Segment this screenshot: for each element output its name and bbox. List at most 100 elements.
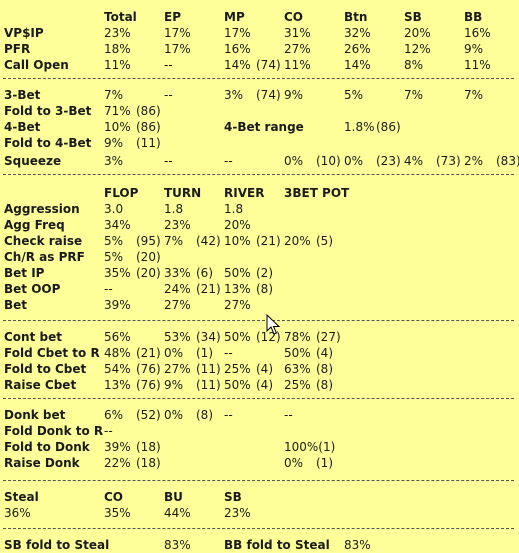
stat-value: 0%	[164, 408, 184, 422]
stat-value: (1)	[196, 346, 213, 360]
stat-value: 2%	[464, 154, 484, 168]
stat-label: Donk bet	[4, 408, 66, 422]
stat-value: 39%	[104, 298, 131, 312]
stat-value: --	[164, 154, 173, 168]
stat-value: 1.8	[164, 202, 184, 216]
stat-value: (76)	[136, 378, 161, 392]
stat-value: 4-Bet range	[224, 120, 304, 134]
stat-value: 5%	[104, 234, 124, 248]
stat-label: SB fold to Steal	[4, 538, 110, 552]
stat-value: 31%	[284, 26, 311, 40]
stat-label: Raise Cbet	[4, 378, 77, 392]
stat-value: (11)	[196, 378, 221, 392]
stat-value: (2)	[256, 266, 273, 280]
stat-value: 50%	[224, 330, 251, 344]
section-divider	[3, 398, 514, 399]
stat-value: 4%	[404, 154, 424, 168]
stat-value: 22%	[104, 456, 131, 470]
stat-value: 23%	[164, 218, 191, 232]
stat-value: 9%	[284, 88, 304, 102]
stat-value: 27%	[164, 362, 191, 376]
stat-value: 3%	[104, 154, 124, 168]
stat-value: 9%	[104, 136, 124, 150]
stat-value: --	[104, 282, 113, 296]
stat-value: 11%	[464, 58, 491, 72]
stat-value: 10%	[104, 120, 131, 134]
stat-value: 27%	[284, 42, 311, 56]
stat-value: 16%	[224, 42, 251, 56]
stat-value: 10%	[224, 234, 251, 248]
stat-value: 34%	[104, 218, 131, 232]
stat-value: (8)	[256, 282, 273, 296]
stat-value: 25%	[224, 362, 251, 376]
stat-value: 0%	[344, 154, 364, 168]
stat-label: Cont bet	[4, 330, 62, 344]
stat-value: 20%	[404, 26, 431, 40]
stat-value: 44%	[164, 506, 191, 520]
stat-value: (86)	[376, 120, 401, 134]
stat-value: --	[224, 346, 233, 360]
stat-value: (21)	[256, 234, 281, 248]
stat-value: 13%	[224, 282, 251, 296]
stat-value: (42)	[196, 234, 221, 248]
stat-value: (18)	[136, 456, 161, 470]
stat-value: 8%	[404, 58, 424, 72]
column-header: SB	[224, 490, 242, 504]
stat-value: 56%	[104, 330, 131, 344]
stat-label: PFR	[4, 42, 31, 56]
stat-value: 25%	[284, 378, 311, 392]
stat-value: (5)	[316, 234, 333, 248]
stat-value: (20)	[136, 266, 161, 280]
stat-value: 100%(1)	[284, 440, 336, 454]
section-divider	[3, 480, 514, 481]
stat-value: (4)	[316, 346, 333, 360]
stat-label: Check raise	[4, 234, 83, 248]
stat-value: 5%	[344, 88, 364, 102]
stat-value: 6%	[104, 408, 124, 422]
stat-value: (95)	[136, 234, 161, 248]
stat-value: 23%	[224, 506, 251, 520]
stat-value: 33%	[164, 266, 191, 280]
stat-label: Bet	[4, 298, 28, 312]
stat-value: 1.8	[224, 202, 244, 216]
column-header: CO	[284, 10, 304, 24]
stat-value: (4)	[256, 378, 273, 392]
stat-label: Bet IP	[4, 266, 45, 280]
stat-value: 7%	[164, 234, 184, 248]
stat-value: (8)	[316, 378, 333, 392]
section-divider	[3, 174, 514, 175]
column-header: CO	[104, 490, 124, 504]
stat-value: (21)	[136, 346, 161, 360]
stat-value: 20%	[284, 234, 311, 248]
column-header: EP	[164, 10, 181, 24]
stat-value: 0%	[164, 346, 184, 360]
stat-value: 18%	[104, 42, 131, 56]
stat-value: 27%	[224, 298, 251, 312]
stat-value: 12%	[404, 42, 431, 56]
stat-value: --	[224, 408, 233, 422]
stat-value: 50%	[224, 266, 251, 280]
stat-value: 13%	[104, 378, 131, 392]
column-header: SB	[404, 10, 422, 24]
stat-value: 9%	[164, 378, 184, 392]
stat-value: 32%	[344, 26, 371, 40]
stat-value: 54%	[104, 362, 131, 376]
stat-value: 9%	[464, 42, 484, 56]
stat-value: 63%	[284, 362, 311, 376]
stat-value: 83%	[344, 538, 371, 552]
stat-value: 50%	[284, 346, 311, 360]
stat-value: 27%	[164, 298, 191, 312]
section-divider	[3, 78, 514, 79]
stat-value: 3%	[224, 88, 244, 102]
mouse-cursor-icon	[266, 314, 280, 335]
section-divider	[3, 528, 514, 529]
stat-value: 0%	[284, 456, 304, 470]
stat-value: 3.0	[104, 202, 124, 216]
stat-value: 0%	[284, 154, 304, 168]
stat-value: 24%	[164, 282, 191, 296]
stat-value: (11)	[136, 136, 161, 150]
stat-value: (74)	[256, 58, 281, 72]
stat-value: 1.8%	[344, 120, 375, 134]
stat-value: 7%	[104, 88, 124, 102]
stat-value: (74)	[256, 88, 281, 102]
